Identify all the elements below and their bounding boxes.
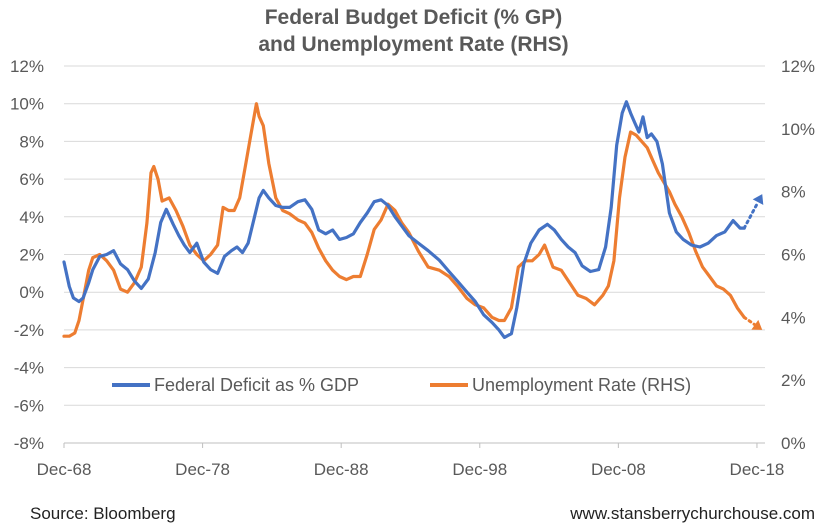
chart-title-line-1: Federal Budget Deficit (% GP) bbox=[264, 6, 563, 29]
right-tick-label: 10% bbox=[781, 120, 815, 139]
right-tick-label: 6% bbox=[781, 246, 806, 265]
left-tick-label: 8% bbox=[19, 132, 44, 151]
projection-arrow-deficit bbox=[752, 194, 764, 205]
left-tick-label: -2% bbox=[14, 321, 44, 340]
legend-label-deficit: Federal Deficit as % GDP bbox=[154, 375, 359, 395]
projection-arrow-unemployment bbox=[751, 319, 763, 330]
left-tick-label: 12% bbox=[10, 57, 44, 76]
left-tick-label: 0% bbox=[19, 283, 44, 302]
chart-title-line-2: and Unemployment Rate (RHS) bbox=[258, 33, 569, 56]
projection-line-deficit bbox=[742, 200, 760, 230]
right-tick-label: 12% bbox=[781, 57, 815, 76]
x-tick-label: Dec-78 bbox=[175, 460, 230, 479]
right-tick-label: 0% bbox=[781, 434, 806, 453]
x-axis: Dec-68 Dec-78 Dec-88 Dec-98 Dec-08 Dec-18 bbox=[37, 443, 785, 479]
x-tick-label: Dec-68 bbox=[37, 460, 92, 479]
source-note: Source: Bloomberg bbox=[30, 504, 176, 523]
chart-title: Federal Budget Deficit (% GP) and Unempl… bbox=[0, 4, 827, 58]
left-axis-ticks: -8% -6% -4% -2% 0% 2% 4% 6% 8% 10% 12% bbox=[10, 57, 44, 453]
x-tick-label: Dec-98 bbox=[452, 460, 507, 479]
left-tick-label: -6% bbox=[14, 396, 44, 415]
right-axis-ticks: 0% 2% 4% 6% 8% 10% 12% bbox=[781, 57, 815, 453]
x-tick-label: Dec-88 bbox=[314, 460, 369, 479]
right-tick-label: 4% bbox=[781, 308, 806, 327]
website-note: www.stansberrychurchouse.com bbox=[570, 504, 815, 523]
left-tick-label: -4% bbox=[14, 359, 44, 378]
left-tick-label: 6% bbox=[19, 170, 44, 189]
x-tick-label: Dec-08 bbox=[591, 460, 646, 479]
x-tick-label: Dec-18 bbox=[730, 460, 785, 479]
left-tick-label: 10% bbox=[10, 95, 44, 114]
left-tick-label: 2% bbox=[19, 246, 44, 265]
legend-label-unemployment: Unemployment Rate (RHS) bbox=[472, 375, 691, 395]
series-line-unemployment bbox=[62, 102, 746, 338]
left-tick-label: 4% bbox=[19, 208, 44, 227]
gridlines bbox=[64, 65, 765, 444]
left-tick-label: -8% bbox=[14, 434, 44, 453]
right-tick-label: 2% bbox=[781, 371, 806, 390]
projection-line-unemployment bbox=[742, 315, 757, 327]
legend: Federal Deficit as % GDP Unemployment Rat… bbox=[112, 375, 691, 395]
series-lines bbox=[62, 100, 764, 339]
right-tick-label: 8% bbox=[781, 183, 806, 202]
series-line-deficit bbox=[62, 100, 746, 339]
